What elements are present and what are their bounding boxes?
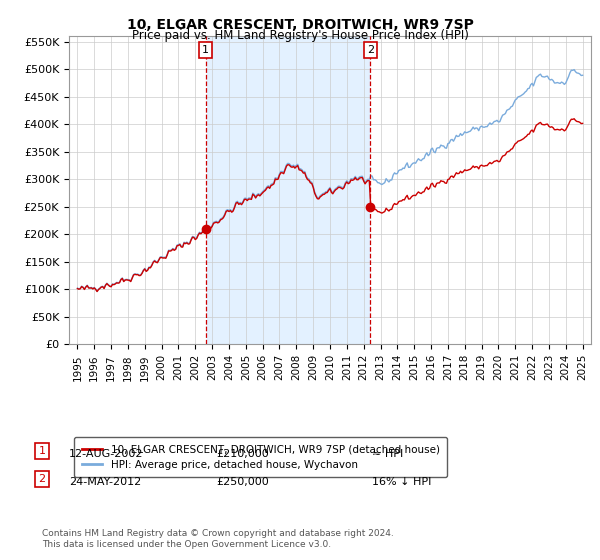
Text: 1: 1 — [38, 446, 46, 456]
Text: 24-MAY-2012: 24-MAY-2012 — [69, 477, 141, 487]
Text: 12-AUG-2002: 12-AUG-2002 — [69, 449, 143, 459]
Text: 2: 2 — [38, 474, 46, 484]
Text: Contains HM Land Registry data © Crown copyright and database right 2024.
This d: Contains HM Land Registry data © Crown c… — [42, 529, 394, 549]
Text: 16% ↓ HPI: 16% ↓ HPI — [372, 477, 431, 487]
Text: 10, ELGAR CRESCENT, DROITWICH, WR9 7SP: 10, ELGAR CRESCENT, DROITWICH, WR9 7SP — [127, 18, 473, 32]
Text: 1: 1 — [202, 45, 209, 55]
Text: 2: 2 — [367, 45, 374, 55]
Legend: 10, ELGAR CRESCENT, DROITWICH, WR9 7SP (detached house), HPI: Average price, det: 10, ELGAR CRESCENT, DROITWICH, WR9 7SP (… — [74, 437, 447, 477]
Text: £210,000: £210,000 — [216, 449, 269, 459]
Text: £250,000: £250,000 — [216, 477, 269, 487]
Text: ≈ HPI: ≈ HPI — [372, 449, 403, 459]
Text: Price paid vs. HM Land Registry's House Price Index (HPI): Price paid vs. HM Land Registry's House … — [131, 29, 469, 42]
